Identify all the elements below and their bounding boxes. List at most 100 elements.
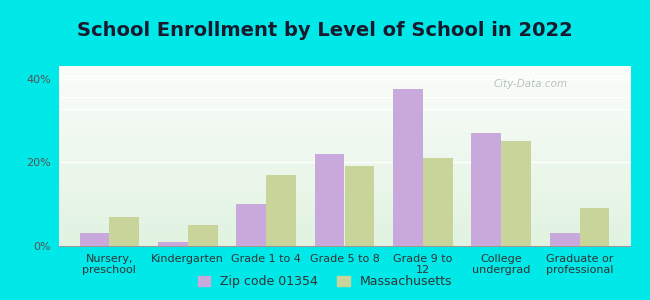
Text: School Enrollment by Level of School in 2022: School Enrollment by Level of School in …	[77, 21, 573, 40]
Bar	[344, 167, 374, 246]
Bar	[501, 141, 531, 246]
Bar	[158, 242, 188, 246]
Bar	[58, 85, 630, 87]
Bar	[58, 220, 630, 222]
Bar	[550, 233, 580, 246]
Bar	[58, 105, 630, 106]
Bar	[58, 238, 630, 240]
Bar	[58, 114, 630, 116]
Bar	[58, 242, 630, 243]
Bar	[58, 132, 630, 134]
Bar	[58, 74, 630, 75]
Bar	[58, 117, 630, 118]
Bar	[58, 84, 630, 86]
Bar	[58, 208, 630, 210]
Bar	[58, 226, 630, 228]
Bar	[58, 171, 630, 172]
Bar	[58, 167, 630, 168]
Bar	[58, 150, 630, 152]
Bar	[423, 158, 452, 246]
Bar	[58, 184, 630, 186]
Bar	[58, 244, 630, 246]
Bar	[58, 128, 630, 129]
Bar	[58, 231, 630, 232]
Bar	[58, 138, 630, 140]
Bar	[58, 111, 630, 112]
Bar	[58, 147, 630, 148]
Bar	[58, 222, 630, 224]
Bar	[58, 230, 630, 231]
Bar	[58, 183, 630, 184]
Bar	[58, 243, 630, 244]
Bar	[58, 80, 630, 81]
Bar	[58, 176, 630, 177]
Bar	[58, 177, 630, 178]
Bar	[58, 182, 630, 183]
Bar	[58, 216, 630, 218]
Bar	[58, 108, 630, 110]
Legend: Zip code 01354, Massachusetts: Zip code 01354, Massachusetts	[196, 273, 454, 291]
Bar	[58, 120, 630, 122]
Bar	[58, 123, 630, 124]
Bar	[58, 165, 630, 166]
Bar	[58, 88, 630, 90]
Bar	[58, 198, 630, 200]
Bar	[58, 152, 630, 153]
Bar	[58, 82, 630, 84]
Bar	[58, 153, 630, 154]
Bar	[58, 168, 630, 170]
Bar	[58, 87, 630, 88]
Bar	[58, 218, 630, 219]
Bar	[58, 72, 630, 74]
Bar	[58, 237, 630, 238]
Bar	[58, 186, 630, 188]
Bar	[58, 159, 630, 160]
Bar	[58, 78, 630, 80]
Bar	[58, 234, 630, 236]
Bar	[58, 94, 630, 96]
Bar	[58, 140, 630, 141]
Bar	[58, 219, 630, 220]
Bar	[58, 141, 630, 142]
Bar	[58, 236, 630, 237]
Bar	[58, 75, 630, 76]
Bar	[58, 124, 630, 126]
Bar	[58, 214, 630, 216]
Bar	[58, 210, 630, 212]
Bar	[58, 178, 630, 180]
Text: City-Data.com: City-Data.com	[493, 79, 567, 88]
Bar	[58, 69, 630, 70]
Bar	[80, 233, 109, 246]
Bar	[58, 212, 630, 213]
Bar	[58, 169, 630, 171]
Bar	[58, 202, 630, 204]
Bar	[58, 160, 630, 162]
Bar	[58, 68, 630, 69]
Bar	[58, 110, 630, 111]
Bar	[58, 158, 630, 159]
Bar	[58, 100, 630, 102]
Bar	[58, 130, 630, 132]
Bar	[58, 232, 630, 234]
Bar	[58, 154, 630, 156]
Bar	[58, 96, 630, 98]
Bar	[58, 189, 630, 190]
Bar	[58, 142, 630, 144]
Bar	[58, 70, 630, 72]
Bar	[58, 76, 630, 78]
Bar	[188, 225, 218, 246]
Bar	[58, 224, 630, 225]
Bar	[58, 164, 630, 165]
Bar	[471, 133, 501, 246]
Bar	[58, 240, 630, 242]
Bar	[58, 162, 630, 164]
Bar	[58, 136, 630, 138]
Bar	[58, 156, 630, 158]
Bar	[58, 206, 630, 207]
Bar	[58, 200, 630, 201]
Bar	[58, 146, 630, 147]
Bar	[58, 195, 630, 196]
Bar	[58, 98, 630, 99]
Bar	[58, 106, 630, 108]
Bar	[58, 174, 630, 176]
